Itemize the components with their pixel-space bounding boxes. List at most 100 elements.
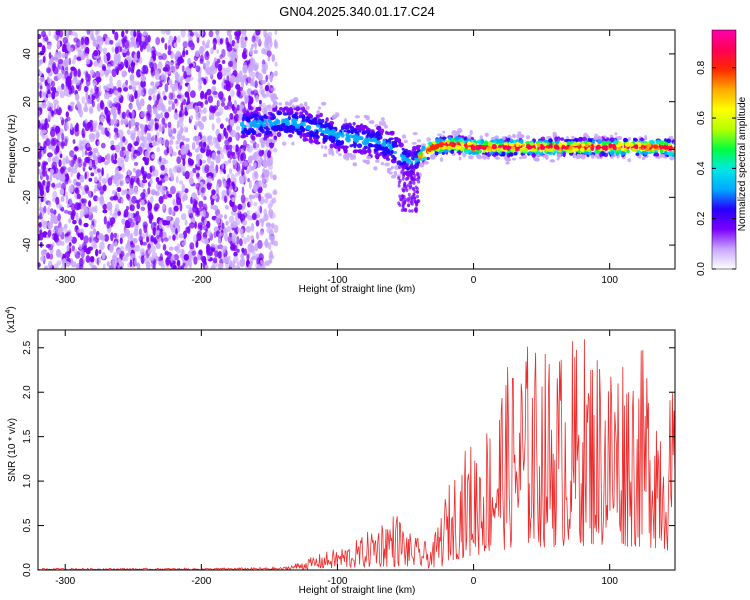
trace-point bbox=[388, 137, 394, 141]
noise-point bbox=[181, 65, 185, 73]
noise-point bbox=[57, 229, 63, 235]
noise-point bbox=[273, 224, 279, 234]
noise-point bbox=[38, 233, 41, 241]
noise-point bbox=[78, 243, 83, 250]
noise-point bbox=[134, 238, 138, 244]
trace-point bbox=[403, 139, 408, 143]
trace-point bbox=[251, 130, 256, 136]
noise-point bbox=[222, 146, 226, 154]
noise-point bbox=[38, 150, 42, 160]
noise-point bbox=[141, 179, 148, 184]
noise-point bbox=[255, 231, 259, 240]
noise-point bbox=[246, 234, 250, 243]
noise-point bbox=[240, 90, 246, 96]
noise-point bbox=[55, 172, 60, 181]
noise-point bbox=[162, 244, 167, 251]
noise-point bbox=[170, 65, 176, 72]
noise-point bbox=[117, 59, 122, 65]
noise-point bbox=[80, 249, 85, 259]
noise-point bbox=[255, 95, 260, 103]
noise-point bbox=[270, 170, 273, 180]
noise-point bbox=[148, 216, 153, 224]
trace-point bbox=[353, 145, 357, 149]
x-tick-label: 100 bbox=[601, 576, 618, 587]
noise-point bbox=[164, 64, 171, 72]
noise-point bbox=[100, 156, 106, 163]
noise-point bbox=[232, 106, 238, 115]
noise-point bbox=[164, 139, 170, 149]
noise-point bbox=[83, 235, 89, 244]
noise-point bbox=[219, 38, 223, 45]
noise-point bbox=[127, 244, 131, 249]
trace-point bbox=[643, 142, 647, 146]
noise-point bbox=[38, 221, 42, 229]
noise-point bbox=[117, 264, 120, 269]
noise-point bbox=[250, 235, 254, 241]
trace-point bbox=[543, 139, 549, 143]
noise-point bbox=[104, 127, 108, 136]
noise-point bbox=[253, 201, 258, 207]
noise-point bbox=[101, 167, 104, 177]
noise-point bbox=[167, 49, 172, 56]
trace-point bbox=[243, 124, 247, 129]
noise-point bbox=[225, 261, 230, 269]
noise-point bbox=[50, 126, 55, 131]
noise-point bbox=[184, 110, 189, 116]
noise-point bbox=[207, 175, 212, 184]
noise-point bbox=[179, 58, 185, 64]
noise-point bbox=[144, 160, 149, 166]
noise-point bbox=[239, 179, 245, 185]
noise-point bbox=[243, 248, 248, 256]
noise-point bbox=[129, 204, 135, 212]
noise-point bbox=[116, 186, 122, 193]
noise-point bbox=[198, 200, 204, 208]
trace-point bbox=[396, 160, 403, 166]
noise-point bbox=[83, 161, 87, 168]
trace-point bbox=[580, 147, 585, 152]
noise-point bbox=[75, 122, 79, 132]
noise-point bbox=[258, 193, 262, 202]
noise-point bbox=[121, 218, 126, 225]
noise-point bbox=[234, 159, 238, 169]
trace-point bbox=[442, 130, 446, 134]
trace-point bbox=[540, 146, 545, 151]
trace-point bbox=[531, 152, 536, 158]
noise-point bbox=[194, 121, 198, 129]
noise-point bbox=[260, 89, 265, 96]
noise-point bbox=[253, 42, 257, 48]
noise-point bbox=[134, 122, 140, 127]
noise-point bbox=[138, 228, 142, 237]
noise-point bbox=[237, 203, 243, 210]
noise-point bbox=[207, 39, 211, 45]
trace-point bbox=[415, 146, 421, 150]
trace-point bbox=[653, 144, 659, 149]
noise-point bbox=[152, 85, 158, 91]
noise-point bbox=[181, 135, 186, 142]
noise-point bbox=[79, 257, 84, 267]
trace-point bbox=[319, 133, 325, 136]
trace-point bbox=[423, 160, 429, 165]
trace-point bbox=[304, 133, 310, 138]
noise-point bbox=[221, 67, 227, 77]
noise-point bbox=[124, 119, 129, 125]
trace-point bbox=[505, 161, 510, 165]
noise-point bbox=[241, 30, 247, 35]
noise-point bbox=[184, 137, 190, 142]
noise-point bbox=[195, 65, 201, 73]
noise-point bbox=[92, 40, 97, 47]
noise-point bbox=[47, 229, 52, 238]
noise-point bbox=[129, 94, 134, 103]
noise-point bbox=[264, 260, 271, 266]
noise-point bbox=[138, 56, 143, 65]
trace-point bbox=[262, 115, 267, 119]
noise-point bbox=[39, 123, 45, 129]
noise-point bbox=[152, 52, 156, 61]
trace-point bbox=[562, 151, 566, 158]
noise-point bbox=[261, 67, 267, 73]
noise-point bbox=[177, 224, 181, 233]
noise-point bbox=[192, 204, 198, 213]
noise-point bbox=[113, 232, 117, 239]
noise-point bbox=[96, 234, 103, 240]
noise-point bbox=[96, 196, 102, 201]
noise-point bbox=[163, 237, 169, 242]
